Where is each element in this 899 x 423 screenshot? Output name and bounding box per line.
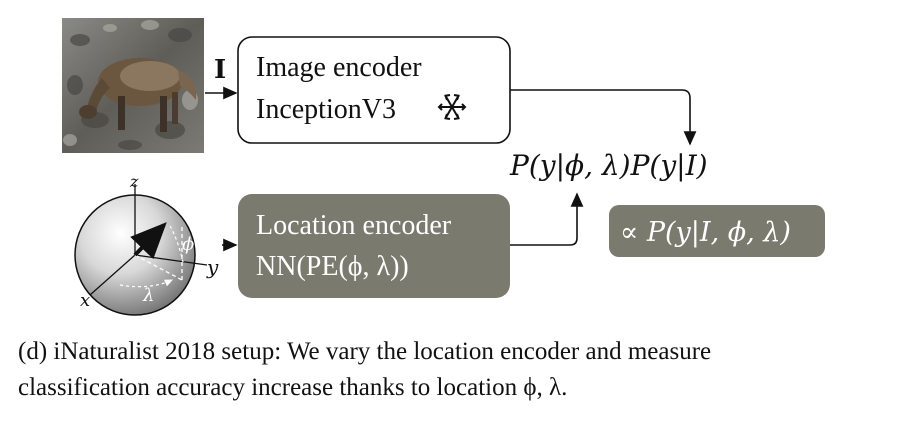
snowflake-icon — [437, 94, 467, 120]
axis-y-label: y — [206, 255, 219, 279]
x-axis — [89, 254, 136, 296]
caption-line-2: classification accuracy increase thanks … — [18, 374, 568, 401]
image-encoder-model: InceptionV3 — [256, 94, 396, 125]
location-encoder-title: Location encoder — [256, 210, 452, 241]
product-formula: P(y|ϕ, λ)P(y|I) — [509, 149, 708, 182]
axis-x-label: x — [80, 290, 90, 311]
figure-caption: (d) iNaturalist 2018 setup: We vary the … — [18, 334, 888, 406]
image-encoder-title: Image encoder — [256, 52, 422, 83]
result-box — [609, 205, 825, 257]
setup-diagram: I Image encoder InceptionV3 P(y|ϕ, λ)P(y… — [62, 18, 825, 316]
location-vector — [130, 222, 167, 260]
axis-z-label: z — [129, 172, 139, 191]
result-formula: ∝ P(y|I, ϕ, λ) — [620, 217, 791, 248]
lat-symbol: ϕ — [182, 234, 194, 255]
arrow-image-encoder-to-product — [510, 89, 697, 146]
location-encoder-formula: NN(PE(ϕ, λ)) — [256, 251, 409, 282]
arrow-location-encoder-to-product — [510, 192, 584, 246]
globe: z y x ϕ λ — [74, 172, 219, 316]
animal-photo — [62, 18, 204, 153]
lon-symbol: λ — [142, 285, 154, 306]
image-symbol: I — [214, 55, 226, 85]
location-encoder-box — [238, 194, 510, 298]
caption-line-1: (d) iNaturalist 2018 setup: We vary the … — [18, 338, 712, 365]
